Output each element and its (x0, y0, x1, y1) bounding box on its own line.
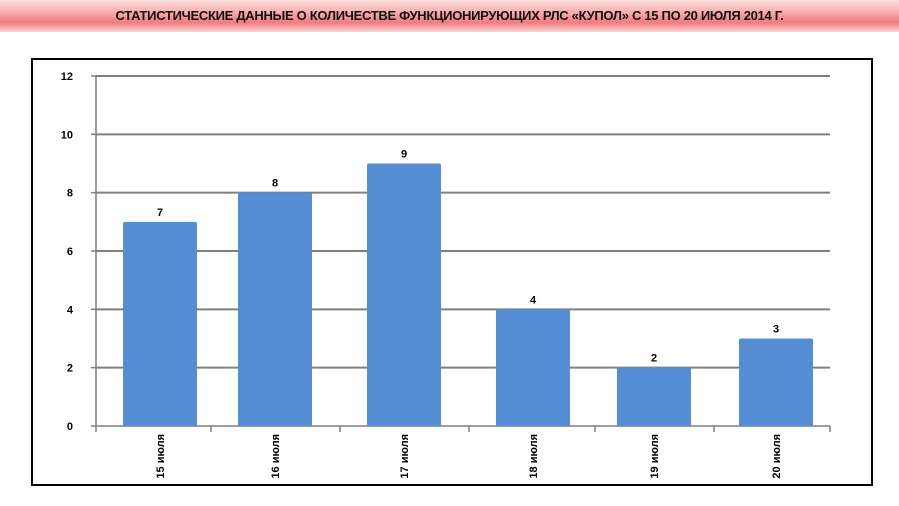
data-label: 2 (651, 353, 657, 365)
y-tick-label: 8 (67, 188, 73, 200)
y-tick-label: 2 (67, 363, 73, 375)
bar (739, 338, 813, 426)
data-label: 8 (272, 178, 278, 190)
x-category-label: 19 июля (649, 434, 661, 479)
title-band (0, 0, 899, 32)
data-label: 7 (157, 207, 163, 219)
x-category-label: 16 июля (270, 434, 282, 479)
chart-frame: 0 2 4 6 8 10 12 7 15 июля 8 16 июля 9 17 июля 4 18 июл… (31, 58, 873, 486)
x-category-label: 18 июля (528, 434, 540, 479)
y-tick-label: 0 (67, 421, 73, 433)
data-label: 4 (530, 294, 537, 306)
bar (123, 221, 197, 426)
data-label: 3 (773, 324, 779, 336)
data-label: 9 (401, 149, 407, 161)
x-category-label: 20 июля (771, 434, 783, 479)
bar (238, 192, 312, 426)
x-category-label: 17 июля (399, 434, 411, 479)
page-title: СТАТИСТИЧЕСКИЕ ДАННЫЕ О КОЛИЧЕСТВЕ ФУНКЦ… (115, 8, 784, 23)
bar (367, 163, 441, 426)
bar (617, 367, 691, 426)
y-tick-label: 4 (67, 304, 74, 316)
y-tick-label: 10 (61, 129, 73, 141)
y-tick-label: 6 (67, 246, 73, 258)
bar-chart: 0 2 4 6 8 10 12 7 15 июля 8 16 июля 9 17 июля 4 18 июл… (61, 71, 831, 479)
bar (496, 309, 570, 426)
x-category-label: 15 июля (155, 434, 167, 479)
y-tick-label: 12 (61, 71, 73, 83)
